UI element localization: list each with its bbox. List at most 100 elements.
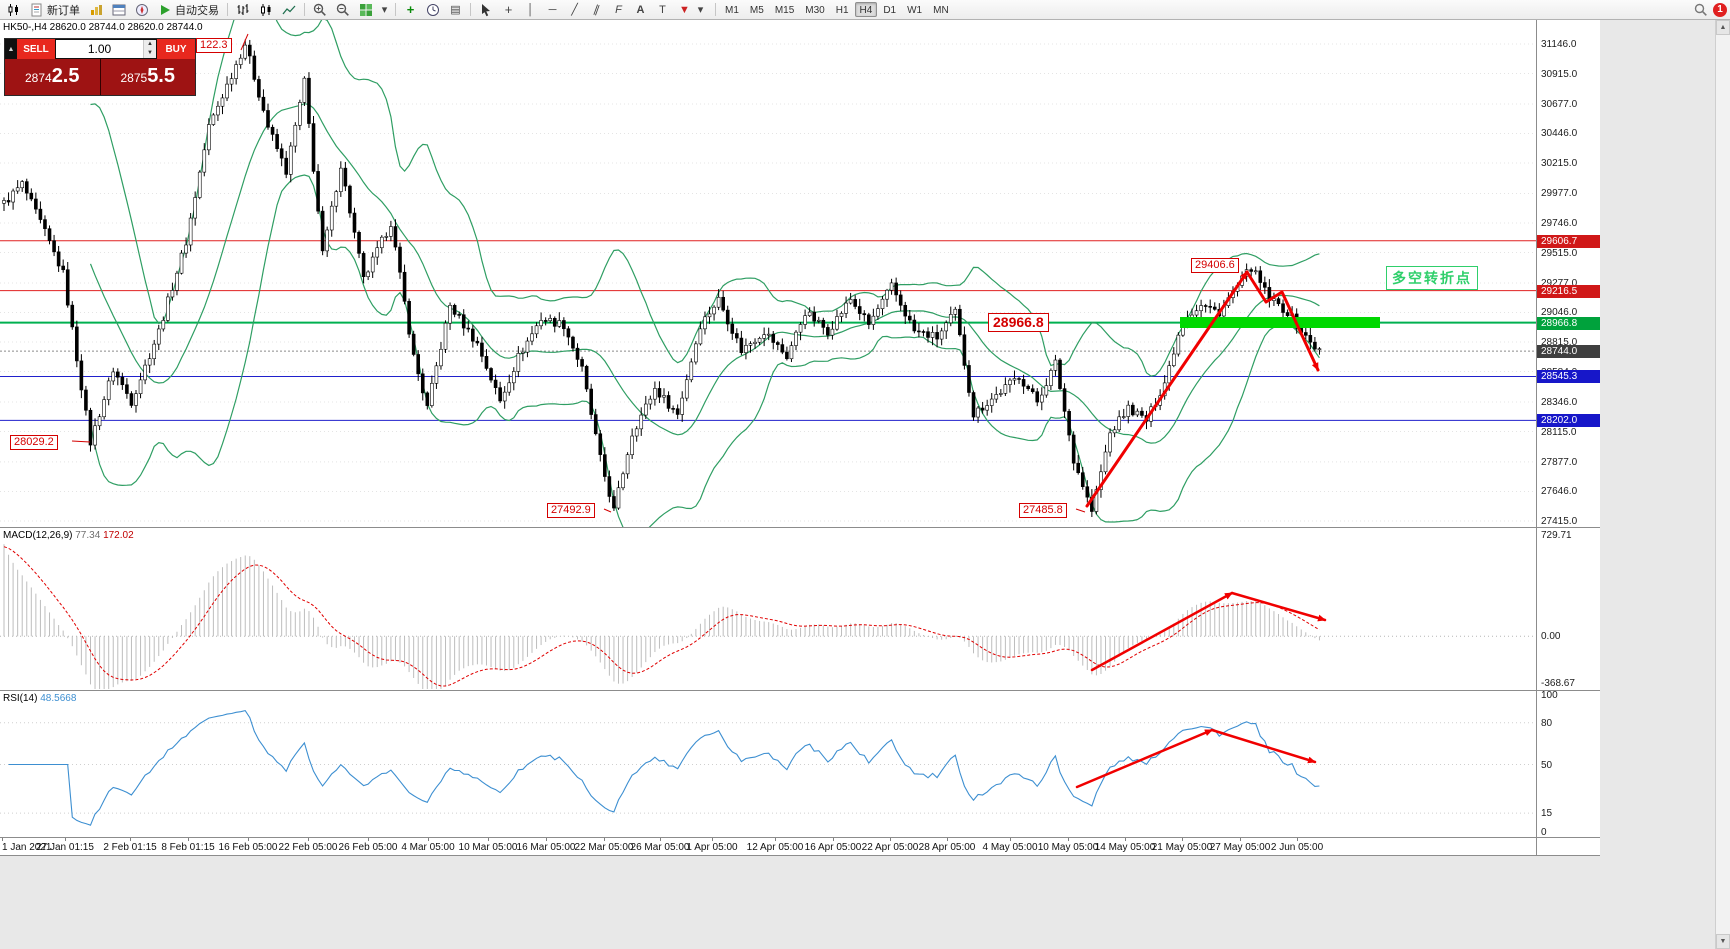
time-axis[interactable]: 1 Jan 2021 27 Jan 01:15 2 Feb 01:15 8 Feb 0… (0, 838, 1536, 856)
price-annotation[interactable]: 28029.2 (10, 435, 58, 450)
tile-windows-icon[interactable] (355, 1, 377, 18)
rsi-panel[interactable]: RSI(14) 48.5668 (0, 691, 1536, 838)
periods-clock-icon[interactable] (422, 1, 444, 18)
timeframe-H1[interactable]: H1 (835, 5, 849, 16)
timeframe-W1[interactable]: W1 (907, 5, 923, 16)
text-icon[interactable]: A (630, 1, 651, 18)
market-watch-icon[interactable] (85, 1, 107, 18)
zoom-out-icon[interactable] (332, 1, 354, 18)
cursor-icon[interactable] (475, 1, 497, 18)
price-axis[interactable]: 31146.0 30915.0 30677.0 30446.0 30215.0 29977… (1536, 20, 1600, 856)
scroll-up-icon[interactable]: ▲ (1716, 20, 1730, 35)
line-chart-icon[interactable] (278, 1, 300, 18)
time-tick (1182, 838, 1183, 841)
horizontal-line-icon[interactable]: ─ (542, 1, 563, 18)
navigator-icon[interactable] (131, 1, 153, 18)
macd-signal-line (3, 546, 1320, 687)
indicators-icon[interactable]: + (400, 1, 421, 18)
rsi-name: RSI(14) (3, 693, 38, 704)
price-annotation[interactable]: 28966.8 (988, 313, 1049, 332)
macd-canvas[interactable] (0, 528, 1536, 691)
arrows-tool-icon[interactable]: ▼ ▾ (674, 1, 711, 18)
price-tick-label: 29515.0 (1541, 247, 1578, 259)
price-tick-label: 29746.0 (1541, 217, 1578, 229)
timeframe-M30[interactable]: M30 (805, 5, 825, 16)
time-axis-label: 27 May 05:00 (1209, 842, 1271, 853)
price-axis-rsi[interactable]: 100 80 50 15 0 (1537, 690, 1600, 838)
price-annotation[interactable]: 29406.6 (1191, 258, 1239, 273)
main-chart-panel[interactable]: HK50-,H4 28620.0 28744.0 28620.0 28744.0… (0, 20, 1536, 528)
macd-arrow-down[interactable] (1230, 591, 1327, 622)
volume-up-icon[interactable]: ▲ (144, 40, 156, 49)
price-badge: 29216.5 (1537, 284, 1600, 298)
toolbar-separator (227, 3, 228, 16)
macd-panel[interactable]: MACD(12,26,9) 77.34 172.02 (0, 528, 1536, 691)
time-axis-label: 21 May 05:00 (1151, 842, 1213, 853)
bars-chart-icon[interactable] (232, 1, 254, 18)
vertical-line-icon[interactable]: │ (520, 1, 541, 18)
sell-button[interactable]: SELL (17, 39, 55, 59)
time-tick (130, 838, 131, 841)
rsi-axis-label: 50 (1541, 760, 1553, 771)
autotrade-button[interactable]: 自动交易 (154, 1, 223, 18)
notification-badge[interactable]: 1 (1713, 2, 1727, 17)
timeframe-H4[interactable]: H4 (854, 2, 878, 17)
price-badge: 28744.0 (1537, 345, 1600, 359)
time-tick (248, 838, 249, 841)
rsi-canvas[interactable] (0, 691, 1536, 838)
toolbar-separator (304, 3, 305, 16)
window-layout-caret-icon[interactable]: ▾ (381, 3, 388, 16)
scroll-down-icon[interactable]: ▼ (1716, 934, 1730, 949)
macd-axis-label: 0.00 (1541, 631, 1561, 642)
chart-window-icon[interactable] (3, 1, 25, 18)
price-tick-label: 30215.0 (1541, 158, 1578, 170)
templates-icon[interactable]: ▤ (445, 1, 466, 18)
time-axis-label: 10 Mar 05:00 (458, 842, 518, 853)
vertical-scrollbar[interactable]: ▲ ▼ (1715, 20, 1730, 949)
buy-price[interactable]: 2875 5.5 (100, 59, 195, 95)
channel-icon[interactable]: ∥ (586, 1, 607, 18)
timeframe-M1[interactable]: M1 (725, 5, 739, 16)
data-window-icon[interactable] (108, 1, 130, 18)
zoom-in-icon[interactable] (309, 1, 331, 18)
price-axis-main[interactable]: 31146.0 30915.0 30677.0 30446.0 30215.0 29977… (1537, 20, 1600, 528)
buy-button[interactable]: BUY (157, 39, 195, 59)
timeframe-M5[interactable]: M5 (749, 5, 764, 16)
trade-widget-divider (99, 59, 101, 95)
macd-arrow-up[interactable] (1090, 591, 1234, 672)
time-axis-label: 4 Mar 05:00 (401, 842, 455, 853)
crosshair-icon[interactable]: + (498, 1, 519, 18)
trend-arrow-up[interactable] (1085, 270, 1249, 508)
price-annotation[interactable]: 122.3 (196, 38, 232, 53)
trend-arrow-down[interactable] (1245, 270, 1320, 372)
one-click-collapse-arrow[interactable]: ▲ (5, 39, 17, 59)
rsi-arrow-up[interactable] (1075, 728, 1214, 789)
trendline-icon[interactable]: ╱ (564, 1, 585, 18)
time-axis-label: 4 May 05:00 (982, 842, 1038, 853)
price-annotation[interactable]: 27485.8 (1019, 503, 1067, 518)
timeframe-MN[interactable]: MN (933, 5, 949, 16)
main-chart-canvas[interactable] (0, 20, 1536, 528)
fibonacci-icon[interactable]: F (608, 1, 629, 18)
text-label-icon[interactable]: T (652, 1, 673, 18)
rsi-arrow-down[interactable] (1210, 728, 1317, 764)
time-tick (1125, 838, 1126, 841)
time-tick (1240, 838, 1241, 841)
candlestick-chart-icon[interactable] (255, 1, 277, 18)
new-order-button[interactable]: 新订单 (26, 1, 84, 18)
price-annotation[interactable]: 27492.9 (547, 503, 595, 518)
turning-point-note[interactable]: 多空转折点 (1386, 266, 1478, 290)
autotrade-play-icon (161, 4, 170, 15)
search-icon[interactable] (1690, 1, 1712, 18)
price-axis-macd[interactable]: 729.71 0.00 -368.67 (1537, 528, 1600, 691)
volume-input[interactable]: 1.00 ▲ ▼ (56, 40, 156, 58)
timeframe-M15[interactable]: M15 (774, 5, 795, 16)
time-axis-label: 27 Jan 01:15 (36, 842, 94, 853)
timeframe-D1[interactable]: D1 (883, 5, 897, 16)
support-zone-highlight[interactable] (1180, 317, 1380, 328)
volume-down-icon[interactable]: ▼ (144, 49, 156, 58)
toolbar: 新订单 自动交易 (0, 0, 1730, 20)
sell-price[interactable]: 2874 2.5 (5, 59, 100, 95)
time-axis-label: 14 May 05:00 (1094, 842, 1156, 853)
time-axis-label: 28 Apr 05:00 (918, 842, 976, 853)
